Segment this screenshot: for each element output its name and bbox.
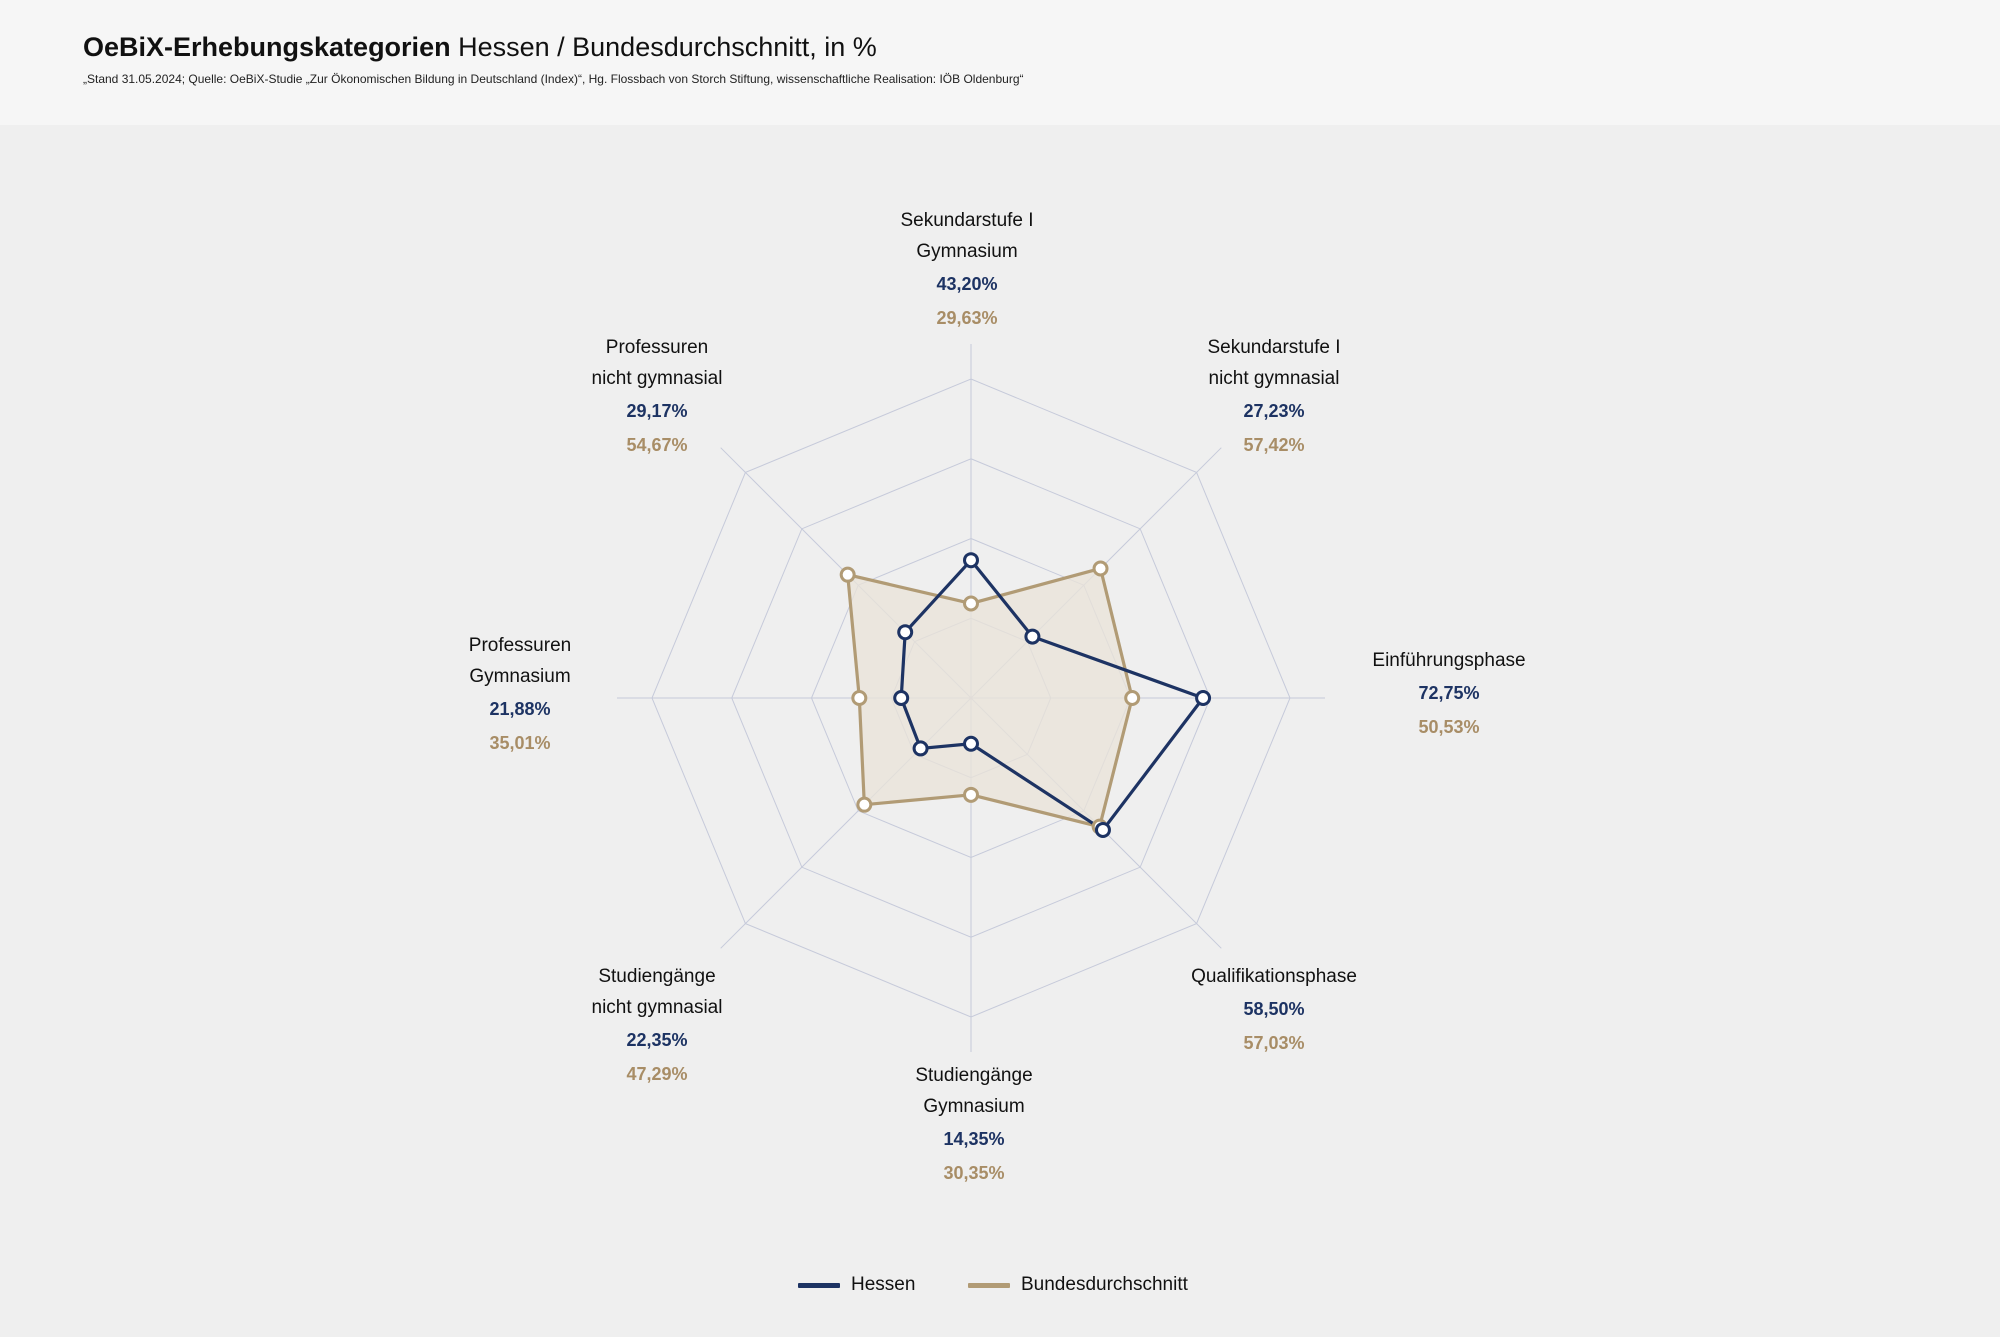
data-label-hessen: 43,20% xyxy=(936,274,998,294)
axis-label-1: Sekundarstufe I Gymnasium 43,20% 29,63% xyxy=(817,205,1117,335)
data-point-hessen-2 xyxy=(1024,628,1041,645)
data-label-hessen: 72,75% xyxy=(1418,683,1480,703)
data-point-bund-8 xyxy=(839,566,856,583)
data-point-bund-1 xyxy=(963,595,979,612)
axis-label-text: nicht gymnasial xyxy=(591,997,723,1018)
axis-label-8: Professuren nicht gymnasial 29,17% 54,67% xyxy=(507,332,807,462)
data-label-bund: 57,42% xyxy=(1243,435,1305,455)
data-label-hessen: 21,88% xyxy=(489,699,551,719)
data-point-bund-2 xyxy=(1092,560,1109,577)
data-label-bund: 57,03% xyxy=(1243,1033,1305,1053)
axis-label-text: Professuren xyxy=(605,337,709,358)
legend-label-hessen: Hessen xyxy=(851,1274,916,1295)
data-label-hessen: 27,23% xyxy=(1243,401,1305,421)
axis-label-text: Sekundarstufe I xyxy=(1207,337,1341,358)
data-label-hessen: 14,35% xyxy=(943,1129,1005,1149)
data-point-hessen-7 xyxy=(893,690,910,706)
data-label-bund: 30,35% xyxy=(943,1163,1005,1183)
legend: Hessen Bundesdurchschnitt xyxy=(0,1270,2000,1300)
axis-label-text: Gymnasium xyxy=(469,666,571,687)
series-area-bund xyxy=(846,566,1134,829)
data-label-bund: 47,29% xyxy=(626,1064,688,1084)
data-point-hessen-4 xyxy=(1094,821,1111,838)
axis-label-text: Sekundarstufe I xyxy=(900,210,1034,231)
legend-swatch-hessen xyxy=(798,1282,840,1288)
data-point-hessen-1 xyxy=(963,552,979,569)
data-point-bund-6 xyxy=(856,796,873,813)
legend-item-hessen: Hessen xyxy=(798,1270,915,1300)
axis-label-text: Professuren xyxy=(468,635,572,656)
axis-label-5: Studiengänge Gymnasium 14,35% 30,35% xyxy=(824,1060,1124,1190)
axis-label-7: Professuren Gymnasium 21,88% 35,01% xyxy=(370,630,670,760)
legend-label-bund: Bundesdurchschnitt xyxy=(1021,1274,1188,1295)
data-point-hessen-5 xyxy=(963,735,979,752)
legend-swatch-bund xyxy=(968,1282,1010,1288)
data-point-hessen-8 xyxy=(897,624,914,641)
axis-label-text: Studiengänge xyxy=(915,1065,1033,1086)
axis-label-text: Qualifikationsphase xyxy=(1191,966,1357,987)
data-label-bund: 29,63% xyxy=(936,308,998,328)
data-point-hessen-3 xyxy=(1195,690,1212,706)
axis-label-text: Einführungsphase xyxy=(1372,650,1526,671)
data-point-bund-7 xyxy=(851,690,868,706)
axis-label-6: Studiengänge nicht gymnasial 22,35% 47,29% xyxy=(507,961,807,1091)
data-label-bund: 35,01% xyxy=(489,733,551,753)
data-label-bund: 50,53% xyxy=(1418,717,1480,737)
chart-title: OeBiX-Erhebungskategorien Hessen / Bunde… xyxy=(83,30,877,64)
source-note: „Stand 31.05.2024; Quelle: OeBiX-Studie … xyxy=(83,72,1024,86)
axis-label-text: nicht gymnasial xyxy=(591,368,723,389)
axis-label-text: Gymnasium xyxy=(923,1096,1025,1117)
data-label-bund: 54,67% xyxy=(626,435,688,455)
axis-label-text: nicht gymnasial xyxy=(1208,368,1340,389)
data-point-bund-5 xyxy=(963,786,979,803)
legend-item-bund: Bundesdurchschnitt xyxy=(968,1270,1188,1300)
data-point-hessen-6 xyxy=(912,740,929,757)
axis-label-2: Sekundarstufe I nicht gymnasial 27,23% 57,4… xyxy=(1124,332,1424,462)
data-point-bund-3 xyxy=(1124,690,1141,706)
chart-area: Sekundarstufe I Gymnasium 43,20% 29,63% Seku… xyxy=(0,125,2000,1337)
axis-label-text: Gymnasium xyxy=(916,241,1018,262)
data-label-hessen: 58,50% xyxy=(1243,999,1305,1019)
axis-label-3: Einführungsphase 72,75% 50,53% xyxy=(1299,645,1599,744)
chart-title-bold: OeBiX-Erhebungskategorien xyxy=(83,32,451,62)
header: OeBiX-Erhebungskategorien Hessen / Bunde… xyxy=(0,0,2000,125)
radar-chart xyxy=(617,344,1325,1052)
axis-label-text: Studiengänge xyxy=(598,966,716,987)
axis-label-4: Qualifikationsphase 58,50% 57,03% xyxy=(1124,961,1424,1060)
chart-title-rest: Hessen / Bundesdurchschnitt, in % xyxy=(458,32,877,62)
data-label-hessen: 29,17% xyxy=(626,401,688,421)
data-label-hessen: 22,35% xyxy=(626,1030,688,1050)
